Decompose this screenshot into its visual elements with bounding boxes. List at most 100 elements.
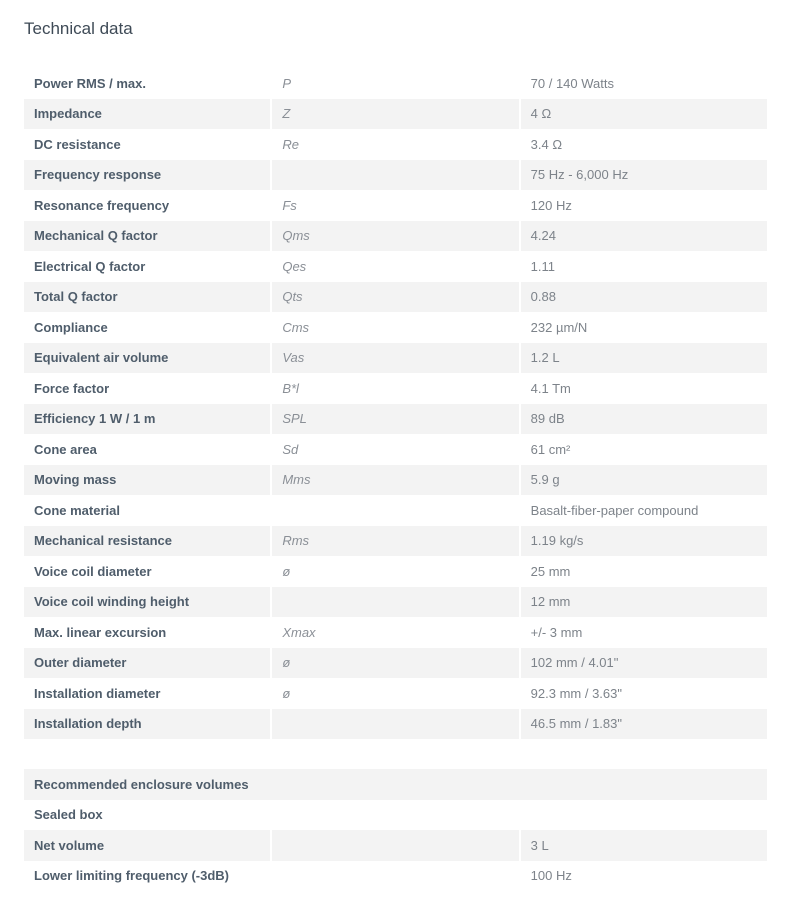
spec-value: 4.1 Tm (530, 380, 571, 396)
spec-label: Cone material (34, 502, 120, 518)
spec-label: Compliance (34, 319, 108, 335)
spec-label: Cone area (34, 441, 97, 457)
spec-value: 46.5 mm / 1.83" (520, 708, 767, 739)
spec-symbol: ø (282, 563, 291, 579)
spec-symbol: SPL (272, 403, 519, 434)
spec-label: Outer diameter (24, 647, 271, 678)
table-row: Impedance Z 4 Ω (24, 98, 767, 129)
table-row: Cone area Sd 61 cm² (24, 434, 767, 465)
spec-symbol: Qts (272, 281, 519, 312)
spec-symbol: Rms (272, 525, 519, 556)
spec-symbol (272, 860, 519, 891)
table-row: Efficiency 1 W / 1 m SPL 89 dB (24, 403, 767, 434)
spec-label: Total Q factor (24, 281, 271, 312)
spec-label: Mechanical Q factor (24, 220, 271, 251)
spec-symbol: Re (282, 136, 299, 152)
table-row: Mechanical Q factor Qms 4.24 (24, 220, 767, 251)
table-row: Total Q factor Qts 0.88 (24, 281, 767, 312)
table-row: Cone material Basalt-fiber-paper compound (24, 495, 767, 526)
table-row: Installation depth 46.5 mm / 1.83" (24, 708, 767, 739)
spec-label: Power RMS / max. (34, 75, 146, 91)
spec-symbol: Vas (272, 342, 519, 373)
spec-label: Lower limiting frequency (-3dB) (24, 860, 271, 891)
spec-value: 4.24 (520, 220, 767, 251)
spec-value: 102 mm / 4.01" (520, 647, 767, 678)
enclosure-heading: Recommended enclosure volumes (24, 769, 767, 800)
table-row: Moving mass Mms 5.9 g (24, 464, 767, 495)
spec-symbol: Xmax (282, 624, 316, 640)
spec-symbol: Z (272, 98, 519, 129)
enclosure-subheading-row: Sealed box (24, 799, 767, 830)
table-row: Compliance Cms 232 µm/N (24, 312, 767, 343)
spec-label: Moving mass (24, 464, 271, 495)
spec-label: Installation depth (24, 708, 271, 739)
spec-symbol: Sd (282, 441, 299, 457)
spec-value: 232 µm/N (530, 319, 588, 335)
spec-symbol (272, 830, 519, 861)
spec-value: 1.11 (530, 258, 555, 274)
spec-label: Force factor (34, 380, 110, 396)
spec-label: DC resistance (34, 136, 121, 152)
spec-symbol: ø (272, 647, 519, 678)
spec-symbol: Fs (282, 197, 297, 213)
spec-symbol: Mms (272, 464, 519, 495)
spec-label: Efficiency 1 W / 1 m (24, 403, 271, 434)
spec-label: Impedance (24, 98, 271, 129)
spec-label: Net volume (24, 830, 271, 861)
spec-symbol (272, 159, 519, 190)
spec-value: 3 L (520, 830, 767, 861)
spec-label: Mechanical resistance (24, 525, 271, 556)
spec-value: 12 mm (520, 586, 767, 617)
spec-label: Frequency response (24, 159, 271, 190)
spec-value: +/- 3 mm (530, 624, 583, 640)
enclosure-table: Recommended enclosure volumes Sealed box… (22, 769, 769, 891)
table-row: DC resistance Re 3.4 Ω (24, 129, 767, 160)
spec-value: 5.9 g (520, 464, 767, 495)
spec-symbol: Qes (282, 258, 307, 274)
spec-label: Installation diameter (34, 685, 161, 701)
spec-symbol: Cms (282, 319, 310, 335)
spec-value: 61 cm² (530, 441, 571, 457)
table-row: Frequency response 75 Hz - 6,000 Hz (24, 159, 767, 190)
spec-symbol: Qms (272, 220, 519, 251)
spec-value: 70 / 140 Watts (530, 75, 614, 91)
spec-symbol: P (282, 75, 291, 91)
spec-label: Voice coil diameter (34, 563, 152, 579)
spec-value: 120 Hz (530, 197, 572, 213)
enclosure-heading-row: Recommended enclosure volumes (24, 769, 767, 800)
table-row: Mechanical resistance Rms 1.19 kg/s (24, 525, 767, 556)
table-row: Max. linear excursion Xmax +/- 3 mm (24, 617, 767, 648)
table-row: Outer diameter ø 102 mm / 4.01" (24, 647, 767, 678)
spec-symbol: ø (282, 685, 291, 701)
spec-label: Voice coil winding height (24, 586, 271, 617)
section-title: Technical data (24, 19, 133, 38)
spec-value: 89 dB (520, 403, 767, 434)
spec-label: Max. linear excursion (34, 624, 167, 640)
enclosure-subheading: Sealed box (24, 799, 767, 830)
spec-value: 3.4 Ω (530, 136, 563, 152)
spec-value: 75 Hz - 6,000 Hz (520, 159, 767, 190)
spec-symbol (272, 708, 519, 739)
spec-value: 1.2 L (520, 342, 767, 373)
spec-value: 1.19 kg/s (520, 525, 767, 556)
table-row: Force factor B*l 4.1 Tm (24, 373, 767, 404)
spec-value: 100 Hz (520, 860, 767, 891)
spec-symbol (272, 586, 519, 617)
table-row: Power RMS / max. P 70 / 140 Watts (24, 68, 767, 99)
table-row: Voice coil diameter ø 25 mm (24, 556, 767, 587)
spec-symbol: B*l (282, 380, 299, 396)
table-row: Lower limiting frequency (-3dB) 100 Hz (24, 860, 767, 891)
table-row: Resonance frequency Fs 120 Hz (24, 190, 767, 221)
spec-label: Resonance frequency (34, 197, 170, 213)
spec-symbol (272, 495, 518, 526)
specs-table: Power RMS / max. P 70 / 140 Watts Impedance… (22, 68, 769, 739)
table-row: Net volume 3 L (24, 830, 767, 861)
table-row: Equivalent air volume Vas 1.2 L (24, 342, 767, 373)
table-row: Voice coil winding height 12 mm (24, 586, 767, 617)
spec-value: 25 mm (530, 563, 571, 579)
spec-value: 0.88 (520, 281, 767, 312)
table-row: Electrical Q factor Qes 1.11 (24, 251, 767, 282)
spec-value: Basalt-fiber-paper compound (530, 502, 699, 518)
spec-label: Equivalent air volume (24, 342, 271, 373)
